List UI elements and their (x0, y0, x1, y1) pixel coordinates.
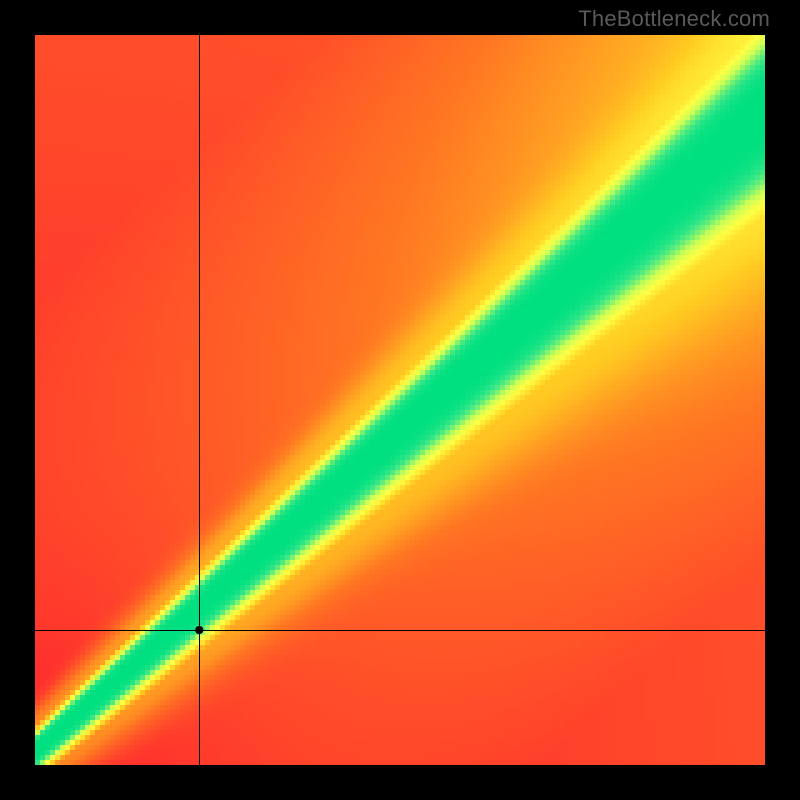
watermark-text: TheBottleneck.com (578, 6, 770, 32)
chart-frame: TheBottleneck.com (0, 0, 800, 800)
marker-overlay (35, 35, 765, 765)
heatmap-plot (35, 35, 765, 765)
